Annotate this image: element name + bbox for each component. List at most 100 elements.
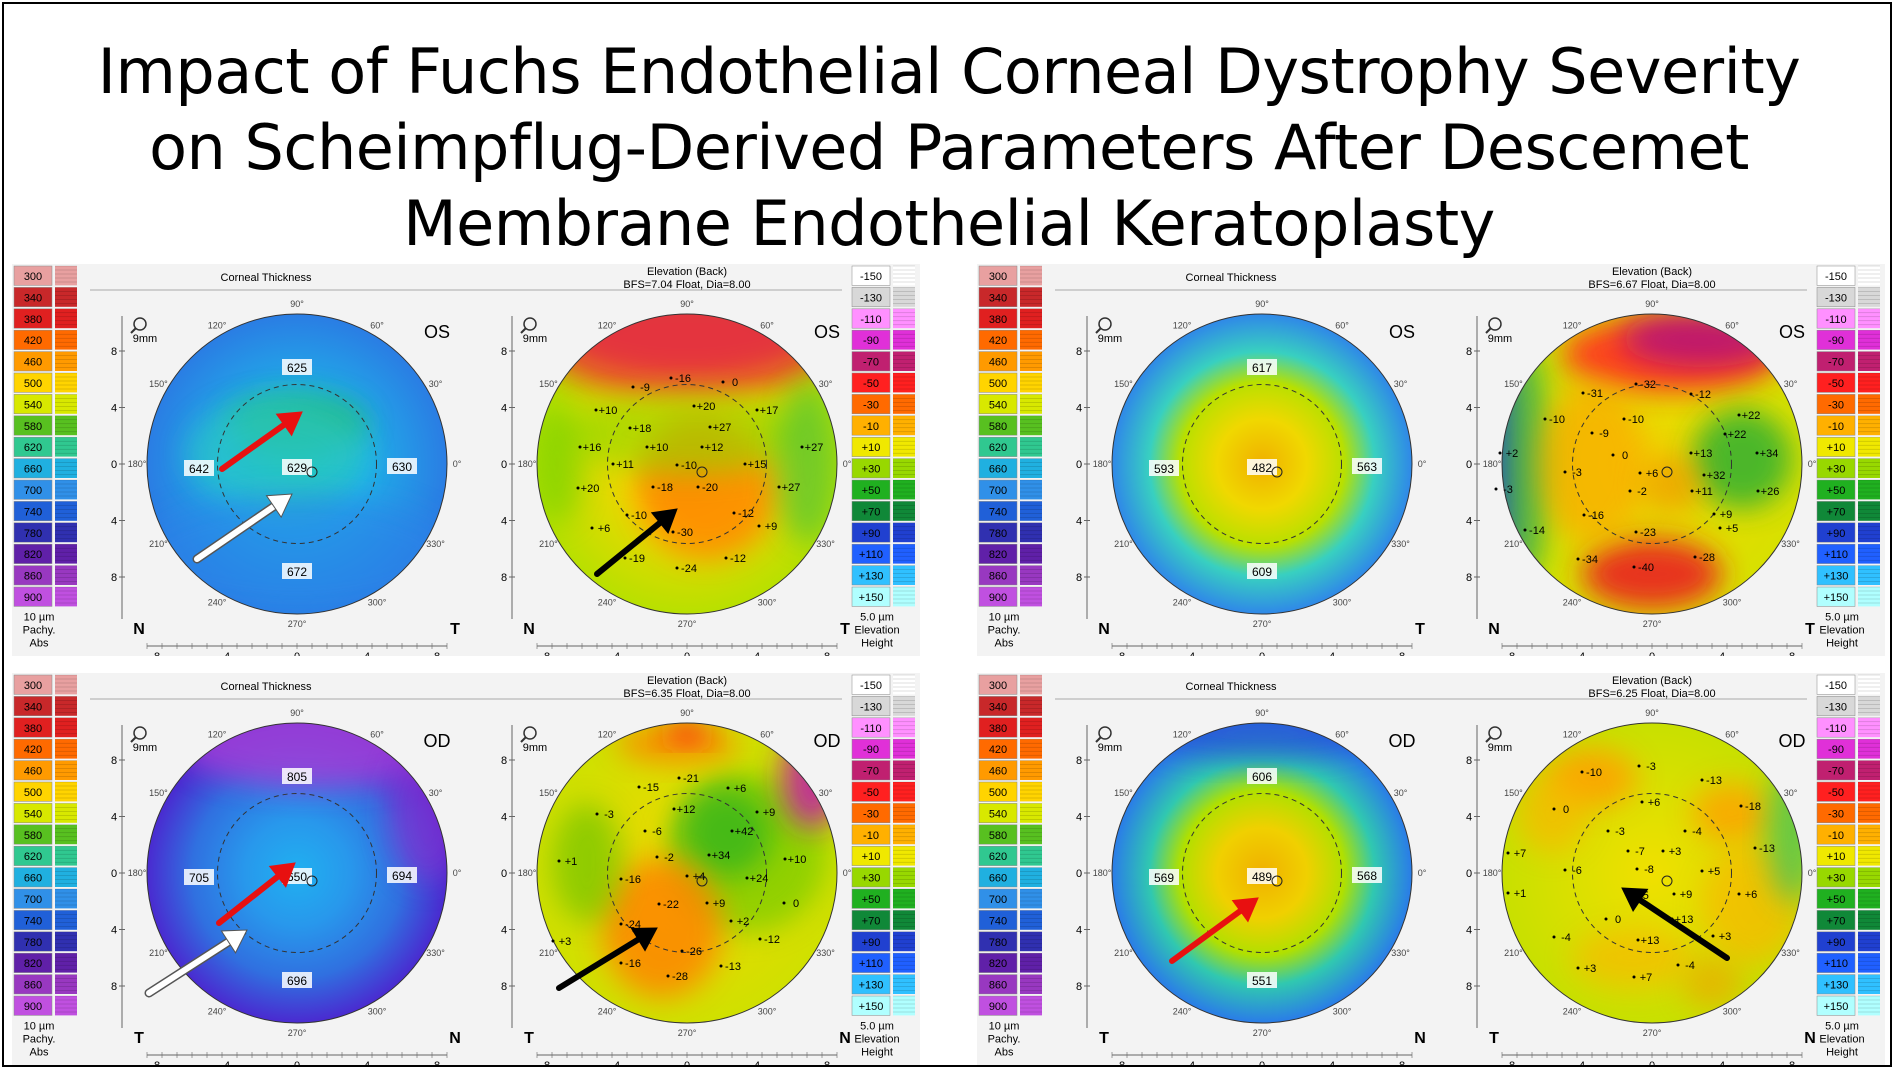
- pachy-color-scale: 300 340 380 420 460 500 540 580 620 660 700 740 780 8…: [978, 265, 1042, 649]
- elevation-value: 0: [1622, 450, 1628, 462]
- thickness-angle-label: 60°: [370, 729, 384, 739]
- elevation-scale-swatch: [1816, 436, 1856, 457]
- annotation-arrow: [192, 493, 293, 564]
- thickness-y-tick: 8: [111, 346, 117, 358]
- pachy-scale-swatch: [13, 565, 53, 586]
- elevation-title: Elevation (Back): [1612, 675, 1692, 687]
- thinnest-point-marker: [696, 466, 708, 478]
- thickness-angle-label: 150°: [1114, 379, 1133, 389]
- elevation-value: -8: [1644, 864, 1654, 876]
- elevation-value: -16: [675, 373, 691, 385]
- elevation-value: -6: [1572, 865, 1582, 877]
- zoom-icon[interactable]: [1095, 726, 1112, 743]
- pachy-scale-value: 620: [989, 851, 1007, 863]
- elevation-x-tick: 0: [1649, 1060, 1655, 1065]
- pachy-scale-swatch: [978, 931, 1018, 952]
- pachy-scale-swatch: [13, 717, 53, 738]
- pachy-scale-value: 580: [989, 421, 1007, 433]
- elevation-value: +27: [805, 442, 824, 454]
- elevation-scale-band: [1858, 587, 1880, 607]
- pachy-scale-band: [1020, 675, 1042, 695]
- pachy-scale-band: [55, 266, 77, 286]
- pachy-scale-value: 540: [24, 808, 42, 820]
- elevation-y-tick: 8: [501, 572, 507, 584]
- elevation-scale-swatch: [851, 586, 891, 607]
- pachy-scale-swatch: [13, 931, 53, 952]
- thickness-angle-label: 120°: [1173, 320, 1192, 330]
- zoom-icon[interactable]: [1095, 317, 1112, 334]
- elevation-map: 8 8 4 4 0 0 4 4 8 8 90° 60° 30° 0° 330° 300° 270° 240° 210…: [501, 708, 852, 1065]
- elevation-angle-label: 210°: [539, 948, 558, 958]
- zoom-icon[interactable]: [130, 317, 147, 334]
- panel-top-left: 300 340 380 420 460 500 540 580 620 660 700 740 780 8…: [12, 264, 920, 656]
- zoom-icon[interactable]: [520, 726, 537, 743]
- figure-title: Impact of Fuchs Endothelial Corneal Dyst…: [4, 34, 1894, 262]
- pachy-scale-swatch: [13, 522, 53, 543]
- thickness-angle-label: 240°: [208, 1007, 227, 1017]
- thickness-value: 672: [287, 565, 307, 579]
- pachy-scale-label: Abs: [30, 637, 49, 649]
- thickness-angle-label: 90°: [290, 299, 304, 309]
- pachy-scale-swatch: [978, 522, 1018, 543]
- elevation-angle-label: 120°: [598, 729, 617, 739]
- elevation-value: -30: [677, 527, 693, 539]
- elevation-scale-band: [893, 501, 915, 521]
- elevation-map: 8 8 4 4 0 0 4 4 8 8 90° 60° 30° 0° 330° 300° 270° 240° 210…: [1466, 299, 1817, 656]
- elevation-scale-swatch: [851, 888, 891, 909]
- pachy-scale-value: 380: [989, 314, 1007, 326]
- elevation-scale-value: -150: [860, 271, 882, 283]
- elevation-scale-band: [893, 846, 915, 866]
- pachy-scale-label: Pachy.: [23, 624, 56, 636]
- thickness-map: 8 8 4 4 0 0 4 4 8 8 90° 60° 30° 0° 330° 300° 270° 240° 210…: [1076, 708, 1427, 1065]
- pachy-scale-value: 660: [989, 873, 1007, 885]
- elevation-value: -40: [1638, 562, 1654, 574]
- zoom-icon[interactable]: [1485, 317, 1502, 334]
- thickness-y-tick: 4: [1076, 925, 1082, 937]
- zoom-icon[interactable]: [520, 317, 537, 334]
- elevation-scale-value: -90: [1828, 335, 1844, 347]
- thickness-angle-label: 210°: [1114, 539, 1133, 549]
- elevation-y-tick: 4: [1466, 925, 1472, 937]
- elevation-value: +11: [1695, 486, 1713, 498]
- thickness-x-tick: 8: [154, 651, 160, 656]
- pachy-scale-unit: 10 µm: [24, 1020, 55, 1032]
- elevation-eye-label: OS: [814, 322, 840, 342]
- thickness-corner-left: T: [134, 1030, 144, 1047]
- elevation-scale-swatch: [851, 308, 891, 329]
- elevation-scale-band: [893, 889, 915, 909]
- elevation-angle-label: 60°: [1725, 729, 1739, 739]
- elevation-scale-value: -30: [863, 399, 879, 411]
- elevation-value: -4: [1561, 932, 1571, 944]
- pachy-scale-band: [55, 565, 77, 585]
- thickness-x-tick: 8: [1119, 1060, 1125, 1065]
- elevation-scale-swatch: [1816, 974, 1856, 995]
- elevation-scale-swatch: [1816, 308, 1856, 329]
- elevation-scale-value: +130: [1824, 571, 1849, 583]
- pachy-scale-band: [1020, 351, 1042, 371]
- pachy-scale-value: 660: [24, 464, 42, 476]
- thinnest-point-marker: [1271, 875, 1283, 887]
- elevation-value: -12: [764, 934, 780, 946]
- elevation-value: +20: [581, 483, 600, 495]
- pachy-scale-value: 740: [989, 506, 1007, 518]
- elevation-angle-label: 30°: [1784, 788, 1798, 798]
- zoom-icon[interactable]: [1485, 726, 1502, 743]
- zoom-icon[interactable]: [130, 726, 147, 743]
- thinnest-point-marker: [306, 466, 318, 478]
- elevation-scale-band: [893, 996, 915, 1016]
- elevation-value: +2: [737, 916, 750, 928]
- annotation-arrow: [219, 411, 303, 472]
- thickness-corner-left: T: [1099, 1030, 1109, 1047]
- elevation-scale-swatch: [1816, 522, 1856, 543]
- pachy-scale-label: Abs: [30, 1046, 49, 1058]
- elevation-value: -20: [702, 482, 718, 494]
- thickness-value: 551: [1252, 974, 1272, 988]
- pachy-scale-band: [55, 587, 77, 607]
- thickness-title: Corneal Thickness: [1186, 272, 1277, 284]
- elevation-y-tick: 8: [501, 981, 507, 993]
- elevation-color-scale: -150 -130 -110 -90 -70 -50 -30 -10 +10 +30 +50 +70 +…: [1816, 265, 1880, 649]
- elevation-value: -13: [1759, 843, 1775, 855]
- thickness-x-tick: 8: [434, 651, 440, 656]
- elevation-angle-label: 30°: [819, 788, 833, 798]
- thickness-value: 642: [189, 462, 209, 476]
